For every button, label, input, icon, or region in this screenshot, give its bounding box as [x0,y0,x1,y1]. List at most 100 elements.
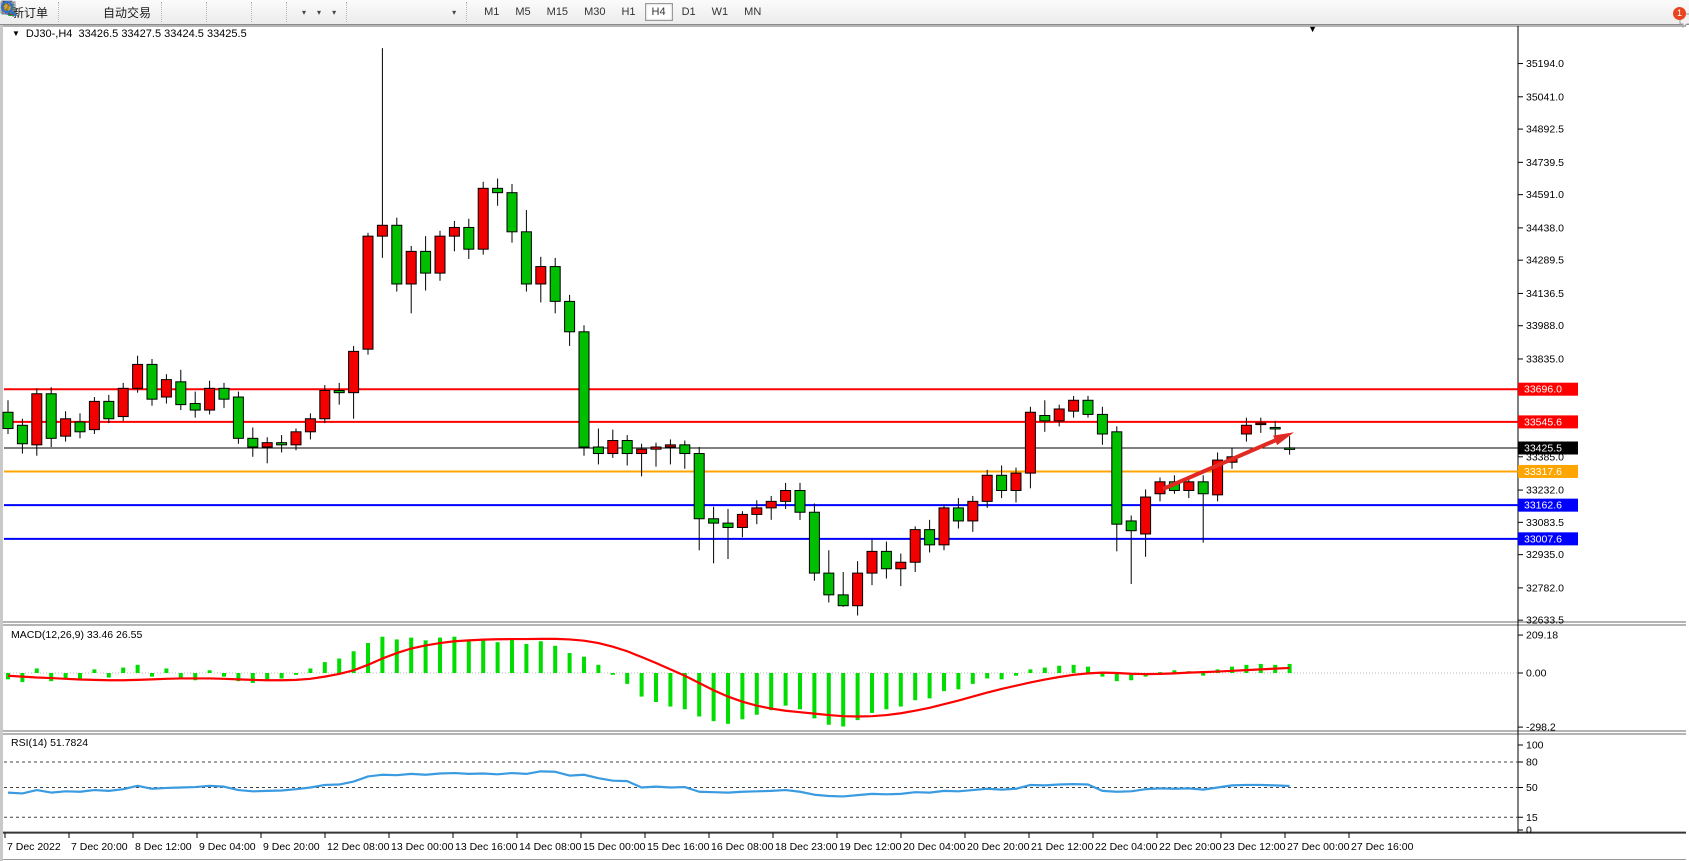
timeframe-d1-button[interactable]: D1 [681,6,696,18]
bear-candle [837,594,849,607]
price-flag-33696.0: 33696.0 [1518,382,1578,396]
bear-candle [564,300,576,333]
timeframe-m15-button[interactable]: M15 [546,6,569,18]
time-tick-label: 15 Dec 00:00 [583,841,646,853]
time-tick-label: 23 Dec 12:00 [1223,841,1286,853]
bull-candle [866,550,878,574]
bull-candle [938,507,950,546]
time-tick-label: 15 Dec 16:00 [647,841,710,853]
chart-collapse-arrow-icon[interactable]: ▼ [12,29,20,38]
trendline-button[interactable] [1,1,406,23]
bear-candle [794,490,806,513]
svg-text:33162.6: 33162.6 [1524,500,1562,512]
bear-candle [1125,520,1137,532]
auto-trading-label: 自动交易 [103,5,152,20]
text-button[interactable]: A [2,1,436,23]
deposit-button[interactable] [2,2,78,23]
add-indicator-button[interactable]: ▾ [0,1,311,23]
vertical-line-button[interactable] [4,1,386,23]
bull-candle [204,387,216,411]
time-tick-label: 9 Dec 04:00 [199,841,256,853]
crosshair-button[interactable] [1,1,376,23]
bull-candle [650,446,662,450]
bear-candle [1284,447,1296,450]
auto-scroll-button[interactable] [1,2,271,23]
bull-candle [448,226,460,237]
time-tick-label: 21 Dec 12:00 [1031,841,1094,853]
auto-trading-button[interactable]: 自动交易 [1,2,156,23]
bull-candle [852,572,864,607]
price-flag-33007.6: 33007.6 [1518,532,1578,546]
bull-candle [376,224,388,237]
price-tick-label: 35041.0 [1526,91,1564,103]
zoom-out-button[interactable] [1,1,236,23]
bear-candle [276,442,288,446]
price-tick-label: 32782.0 [1526,582,1564,594]
price-tick-label: 33988.0 [1526,320,1564,332]
bear-candle [16,424,28,445]
bull-candle [304,418,316,433]
rsi-line [7,770,1290,798]
toolbar-separator [161,2,166,22]
trend-arrow-annotation[interactable] [1162,432,1295,491]
line-chart-button[interactable] [0,2,201,23]
periods-button[interactable]: ▾ [1,1,326,23]
timeframe-mn-button[interactable]: MN [744,6,762,18]
notification-badge: 1 [1673,7,1686,20]
terminal-button[interactable] [1,1,88,23]
price-flag-33545.6: 33545.6 [1518,415,1578,429]
bear-candle [232,396,244,439]
rsi-axis-label: 100 [1526,740,1544,752]
zoom-in-button[interactable] [1,1,226,23]
timeframe-w1-button[interactable]: W1 [711,6,729,18]
bull-candle [160,379,172,398]
time-tick-label: 22 Dec 04:00 [1095,841,1158,853]
price-tick-label: 33232.0 [1526,485,1564,497]
channel-button[interactable]: E [0,1,416,23]
bull-candle [261,442,273,448]
cursor-button[interactable] [3,1,366,23]
bull-candle [909,529,921,563]
timeframe-h4-button[interactable]: H4 [644,3,673,21]
bull-candle [636,448,648,455]
svg-text:33425.5: 33425.5 [1524,443,1562,455]
timeframe-m5-button[interactable]: M5 [515,6,531,18]
tile-windows-button[interactable] [0,1,246,23]
search-icon[interactable] [0,0,18,18]
horizontal-line-button[interactable] [1,2,396,23]
timeframe-h1-button[interactable]: H1 [621,6,636,18]
bar-chart-button[interactable] [1,2,181,23]
bull-candle [1024,411,1036,474]
bear-candle [924,529,936,546]
bear-candle [549,266,561,302]
bear-candle [391,224,403,285]
bull-candle [607,440,619,455]
bull-candle [664,444,676,448]
bear-candle [578,331,590,448]
templates-button[interactable]: ▾ [0,1,341,23]
text-label-button[interactable]: T [0,1,446,23]
chart-shift-button[interactable] [1,2,281,23]
price-flag-33162.6: 33162.6 [1518,498,1578,512]
toolbar-separator [251,2,256,22]
bear-candle [492,187,504,194]
dropdown-arrow-icon: ▾ [317,7,322,17]
rsi-axis-label: 15 [1526,812,1538,824]
bear-candle [189,403,201,411]
time-tick-label: 7 Dec 20:00 [71,841,128,853]
fibonacci-button[interactable]: F [1,2,426,23]
signals-button[interactable] [1,2,98,23]
timeframe-m30-button[interactable]: M30 [584,6,606,18]
toolbar-separator [58,2,63,22]
timeframe-m1-button[interactable]: M1 [484,6,500,18]
arrows-button[interactable]: ▾ [1,2,461,23]
bear-candle [506,192,518,233]
bull-candle [1212,459,1224,496]
bear-candle [520,231,532,285]
timeframe-toolbar: M1 M5 M15 M30 H1 H4 D1 W1 MN [473,0,772,24]
chart-menu-arrow-icon[interactable]: ▼ [1308,24,1317,34]
candlestick-chart-button[interactable] [1,1,191,23]
time-tick-label: 9 Dec 20:00 [263,841,320,853]
